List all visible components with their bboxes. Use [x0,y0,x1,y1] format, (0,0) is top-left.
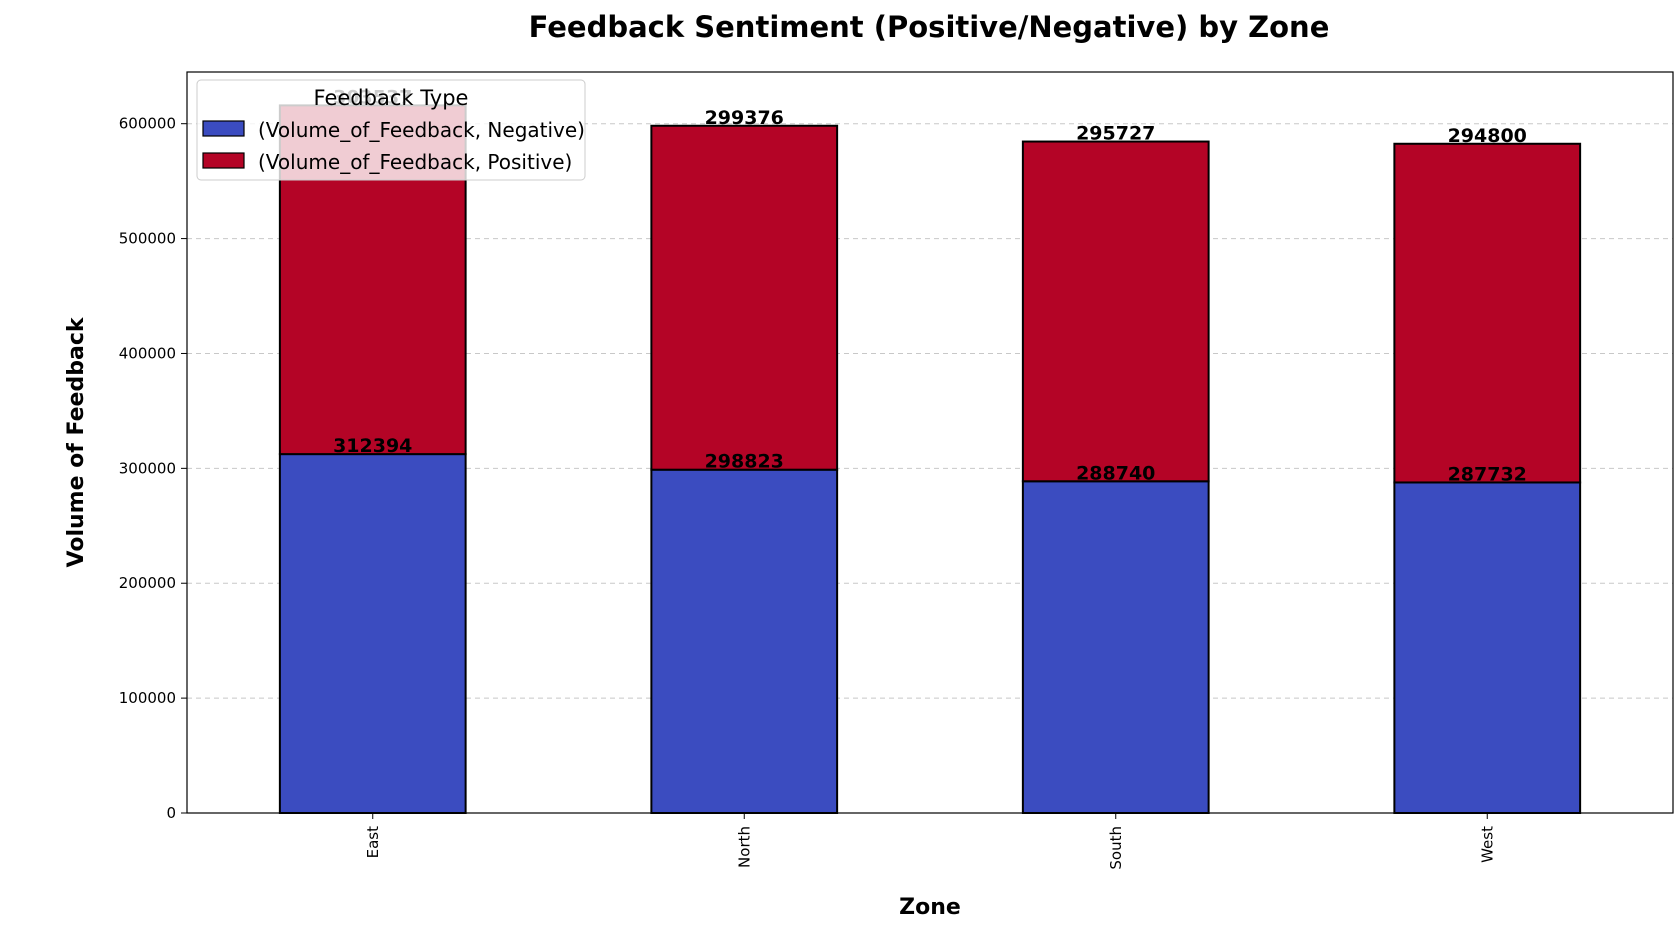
y-axis-title: Volume of Feedback [64,316,89,567]
data-label: 299376 [705,107,784,129]
x-tick-label: North [735,826,753,868]
bars [278,104,1582,814]
plot-frame [186,71,1674,814]
y-tick-label: 0 [166,804,176,822]
y-tick-label: 600000 [119,115,176,133]
bar-negative-east [278,453,467,814]
bar-positive-west [1393,142,1582,484]
legend: Feedback Type (Volume_of_Feedback, Negat… [196,79,586,181]
data-label: 298823 [705,451,784,473]
bar-negative-south [1021,480,1210,814]
data-label: 312394 [333,435,412,457]
x-axis-ticks: East North South West [364,813,1496,870]
x-tick-label: South [1107,826,1125,870]
x-axis-title: Zone [899,895,961,920]
y-tick-label: 200000 [119,574,176,592]
bar-negative-north [650,468,839,814]
legend-swatch-positive [202,152,245,169]
bar-positive-south [1021,140,1210,483]
legend-label-positive: (Volume_of_Feedback, Positive) [258,150,572,174]
y-axis-ticks: 0 100000 200000 300000 400000 500000 600000 [119,115,187,822]
x-tick-label: West [1478,826,1496,863]
data-label: 288740 [1076,462,1155,484]
y-tick-label: 400000 [119,344,176,362]
y-tick-label: 300000 [119,459,176,477]
bar-positive-north [650,124,839,471]
legend-title: Feedback Type [314,86,469,110]
legend-box [196,79,586,181]
data-label: 287732 [1448,463,1527,485]
legend-label-negative: (Volume_of_Feedback, Negative) [258,118,585,142]
chart-title: Feedback Sentiment (Positive/Negative) b… [528,10,1330,44]
legend-swatch-negative [202,120,245,137]
y-tick-label: 500000 [119,230,176,248]
x-tick-label: East [364,826,382,858]
data-label: 295727 [1076,123,1155,145]
data-label: 294800 [1448,125,1527,147]
y-tick-label: 100000 [119,689,176,707]
bar-negative-west [1393,481,1582,814]
